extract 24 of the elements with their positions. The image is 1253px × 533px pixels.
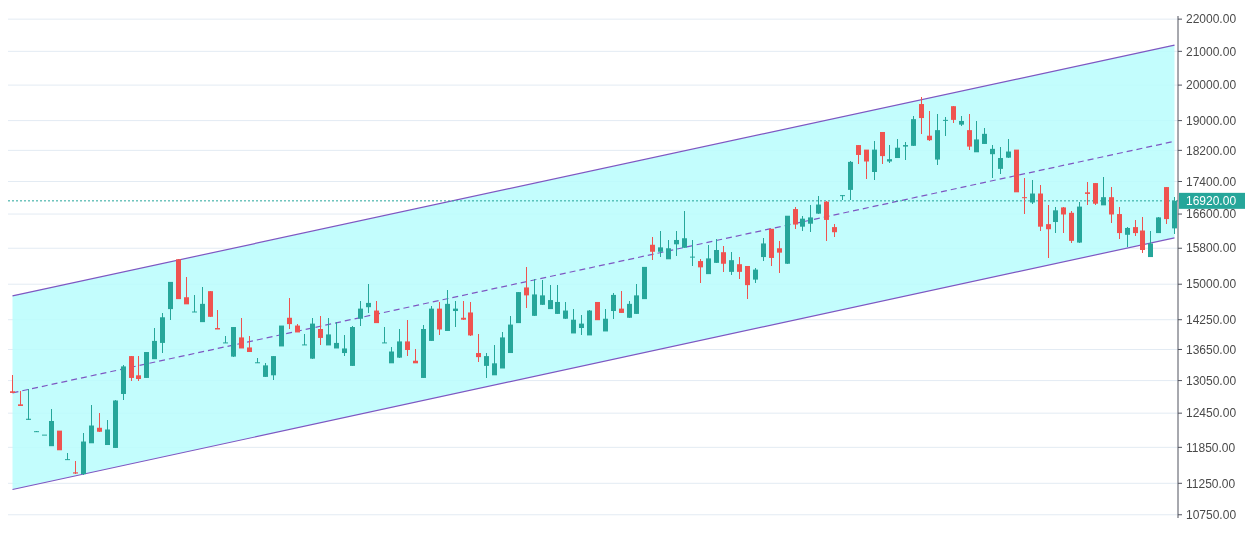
candlestick	[777, 240, 782, 274]
y-tick-label: 16600.00	[1186, 207, 1237, 222]
candlestick	[57, 430, 62, 451]
candlestick	[595, 301, 600, 321]
y-tick-label: 11250.00	[1186, 476, 1236, 491]
candlestick	[658, 230, 663, 258]
candlestick	[1085, 181, 1090, 206]
y-tick-label: 17400.00	[1186, 174, 1237, 189]
y-tick-label: 19000.00	[1186, 113, 1237, 128]
y-tick-label: 15000.00	[1186, 277, 1237, 292]
y-tick-label: 18200.00	[1186, 143, 1237, 158]
candlestick	[10, 374, 15, 395]
y-tick-label: 20000.00	[1186, 78, 1237, 93]
y-tick-label: 13650.00	[1186, 342, 1237, 357]
y-tick-label: 11850.00	[1186, 440, 1236, 455]
y-tick-label: 21000.00	[1186, 44, 1237, 59]
y-tick-label: 22000.00	[1186, 12, 1237, 27]
ref-line-label: 16920.00	[1186, 194, 1237, 209]
y-tick-label: 12450.00	[1186, 406, 1237, 421]
y-tick-label: 13050.00	[1186, 373, 1237, 388]
y-tick-label: 10750.00	[1186, 507, 1237, 522]
candlestick	[642, 266, 647, 300]
y-tick-label: 14250.00	[1186, 312, 1237, 327]
y-tick-label: 15800.00	[1186, 241, 1237, 256]
